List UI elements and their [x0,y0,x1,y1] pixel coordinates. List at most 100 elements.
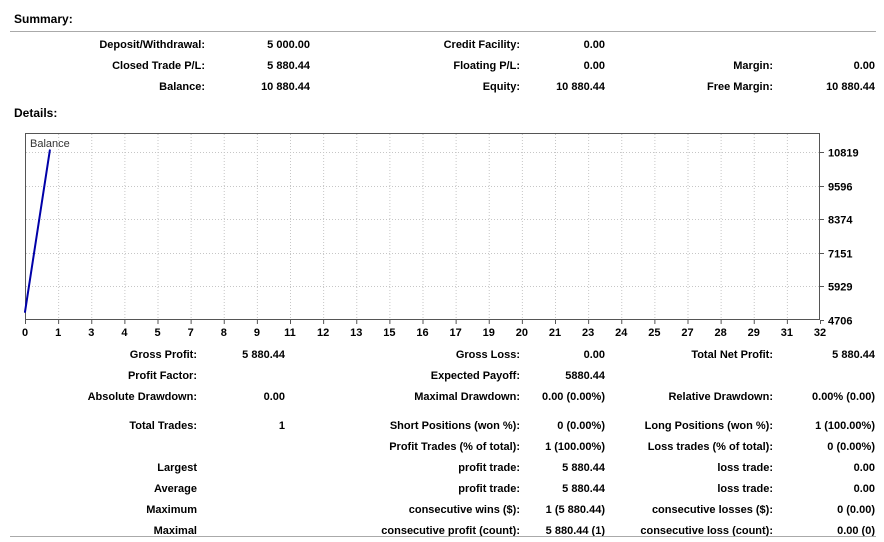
stat-label: Profit Factor: [127,370,197,382]
summary-label: Closed Trade P/L: [112,60,205,72]
x-axis-tick-label: 20 [516,327,528,339]
summary-label [605,35,773,56]
x-axis-tick-label: 1 [55,327,61,339]
summary-label: Credit Facility: [443,39,520,51]
summary-label: Deposit/Withdrawal: [99,39,205,51]
stat-label: consecutive loss (count): [640,525,773,537]
x-axis-tick-label: 23 [582,327,594,339]
stat-label: Gross Profit: [129,349,197,361]
stat-value: 0.00 [263,391,285,403]
chart-legend-balance: Balance [30,138,70,150]
stat-value: 0.00 (0) [837,525,875,537]
x-axis-tick-label: 19 [483,327,495,339]
stat-label: Maximal Drawdown: [414,391,520,403]
summary-value: 0.00 [583,39,605,51]
summary-table: Deposit/Withdrawal: 5 000.00 Credit Facili… [0,35,875,98]
statistics-table-trades: Total Trades: 1 Short Positions (won %): 0 … [0,416,875,542]
stat-label [605,366,773,387]
stat-value [197,500,285,521]
stat-label [0,437,197,458]
summary-label: Balance: [159,81,205,93]
stat-label: Profit Trades (% of total): [389,441,520,453]
x-axis-tick-label: 8 [221,327,227,339]
x-axis-tick-label: 16 [416,327,428,339]
stat-label: loss trade: [717,483,773,495]
stat-label: Long Positions (won %): [644,420,773,432]
balance-line [24,149,51,313]
stat-label: profit trade: [458,483,520,495]
summary-label: Margin: [733,60,773,72]
stat-value [197,479,285,500]
statistics-table-drawdown: Gross Profit: 5 880.44 Gross Loss: 0.00 Tota… [0,345,875,408]
stat-label: Total Trades: [129,420,197,432]
x-axis-tick-label: 32 [814,327,826,339]
x-axis-tick-label: 28 [715,327,727,339]
x-axis-tick-label: 4 [121,327,128,339]
summary-value: 10 880.44 [261,81,310,93]
stat-label: Gross Loss: [455,349,520,361]
stat-label: Largest [157,462,197,474]
stat-label: Average [153,483,197,495]
stat-value [197,521,285,542]
x-axis-tick-label: 0 [22,327,28,339]
summary-value [773,35,875,56]
summary-label: Floating P/L: [453,60,520,72]
stat-label: Short Positions (won %): [389,420,520,432]
x-axis-tick-label: 29 [748,327,760,339]
y-axis-tick-label: 4706 [828,316,852,328]
stat-label: consecutive losses ($): [651,504,773,516]
stat-value [197,366,285,387]
x-axis-tick-label: 27 [681,327,693,339]
x-axis-tick-label: 12 [317,327,329,339]
balance-chart: 4706 5929 7151 8374 9596 10819 0 1 3 4 5 7 8 9 11 12 13 1… [0,133,884,345]
y-axis-tick-label: 8374 [828,215,853,227]
summary-label: Free Margin: [706,81,773,93]
x-axis-tick-label: 11 [284,327,296,339]
stat-label: consecutive profit (count): [381,525,520,537]
stat-value: 1 [278,420,285,432]
stat-value: 5 880.44 [562,483,605,495]
summary-label: Equity: [482,81,520,93]
stat-label: Relative Drawdown: [668,391,773,403]
x-axis-tick-label: 9 [254,327,260,339]
stat-value: 0.00 [853,462,875,474]
summary-value: 0.00 [583,60,605,72]
stat-value: 5 880.44 (1) [545,525,605,537]
y-axis-tick-label: 5929 [828,282,852,294]
summary-heading: Summary: [14,12,73,26]
x-axis-tick-label: 5 [154,327,160,339]
stat-value: 1 (5 880.44) [545,504,605,516]
stat-label: Total Net Profit: [691,349,773,361]
details-heading: Details: [14,106,58,120]
stat-label: profit trade: [458,462,520,474]
stat-value: 1 (100.00%) [815,420,875,432]
stat-label: Expected Payoff: [430,370,520,382]
stat-label: Loss trades (% of total): [647,441,773,453]
summary-value: 10 880.44 [556,81,605,93]
summary-divider [10,31,876,32]
x-axis-tick-label: 25 [648,327,660,339]
y-axis-tick-label: 10819 [828,148,859,160]
y-axis-tick-label: 7151 [828,249,852,261]
x-axis-tick-label: 17 [450,327,462,339]
stat-label: Maximal [153,525,197,537]
stat-value: 0 (0.00) [837,504,875,516]
stat-value: 5 880.44 [562,462,605,474]
stat-value [773,366,875,387]
y-axis-tick-label: 9596 [828,182,852,194]
stat-label: consecutive wins ($): [408,504,520,516]
bottom-divider [10,536,876,537]
summary-value: 0.00 [853,60,875,72]
x-axis-tick-label: 3 [88,327,94,339]
stat-value: 0.00 (0.00%) [542,391,605,403]
x-axis-tick-label: 7 [188,327,194,339]
stat-value: 0 (0.00%) [557,420,605,432]
stat-value: 0.00% (0.00) [812,391,875,403]
stat-label: Absolute Drawdown: [87,391,197,403]
summary-value: 5 880.44 [267,60,310,72]
x-axis-tick-label: 31 [781,327,793,339]
stat-label: Maximum [146,504,197,516]
x-axis-tick-label: 21 [549,327,561,339]
stat-value [197,437,285,458]
